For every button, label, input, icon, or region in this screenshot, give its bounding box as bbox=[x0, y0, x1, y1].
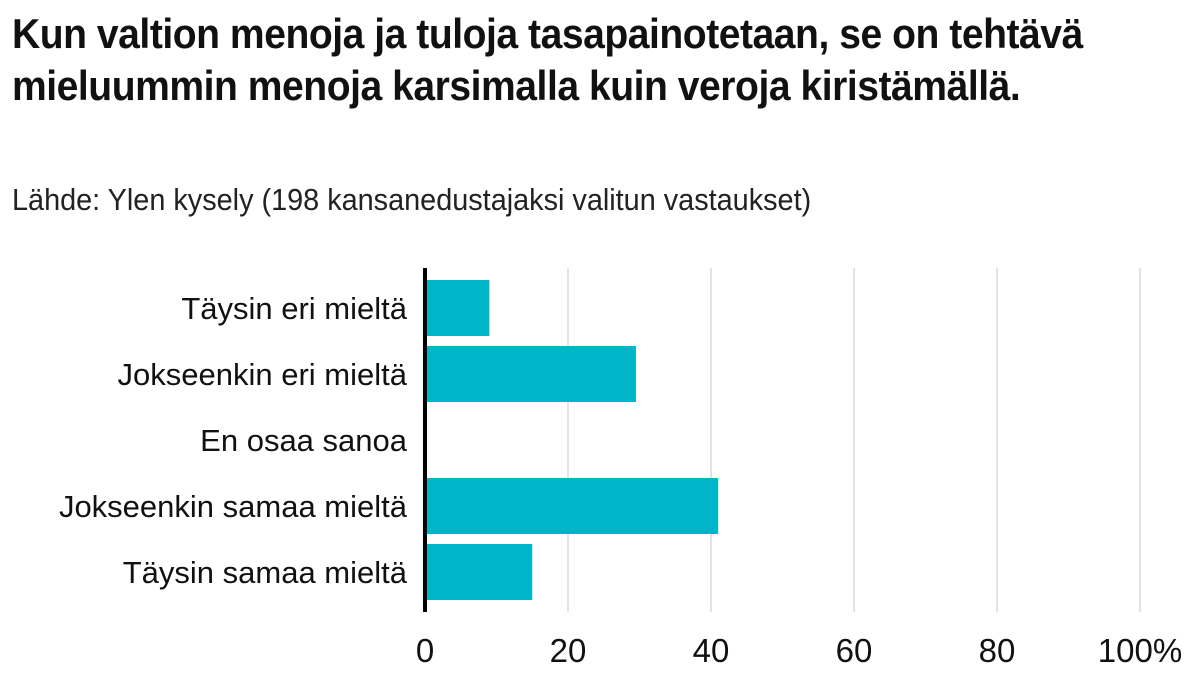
category-label-4: Täysin samaa mieltä bbox=[123, 555, 408, 590]
tick-label-100: 100% bbox=[1098, 632, 1182, 669]
bars bbox=[425, 280, 719, 600]
category-label-1: Jokseenkin eri mieltä bbox=[118, 357, 408, 392]
tick-label-80: 80 bbox=[979, 632, 1016, 669]
bar-0 bbox=[425, 280, 490, 336]
category-label-2: En osaa sanoa bbox=[200, 423, 408, 458]
bar-3 bbox=[425, 478, 719, 534]
category-labels: Täysin eri mieltä Jokseenkin eri mieltä En… bbox=[59, 291, 408, 590]
tick-label-20: 20 bbox=[550, 632, 587, 669]
chart-subtitle: Lähde: Ylen kysely (198 kansanedustajaks… bbox=[12, 182, 812, 217]
category-label-0: Täysin eri mieltä bbox=[181, 291, 407, 326]
chart-title: Kun valtion menoja ja tuloja tasapainote… bbox=[12, 10, 1083, 109]
tick-labels: 0 20 40 60 80 100% bbox=[416, 632, 1182, 669]
grid-lines bbox=[567, 268, 1141, 612]
tick-label-40: 40 bbox=[693, 632, 730, 669]
bar-1 bbox=[425, 346, 636, 402]
category-label-3: Jokseenkin samaa mieltä bbox=[59, 489, 408, 524]
bar-4 bbox=[425, 544, 533, 600]
tick-label-0: 0 bbox=[416, 632, 434, 669]
tick-label-60: 60 bbox=[836, 632, 873, 669]
